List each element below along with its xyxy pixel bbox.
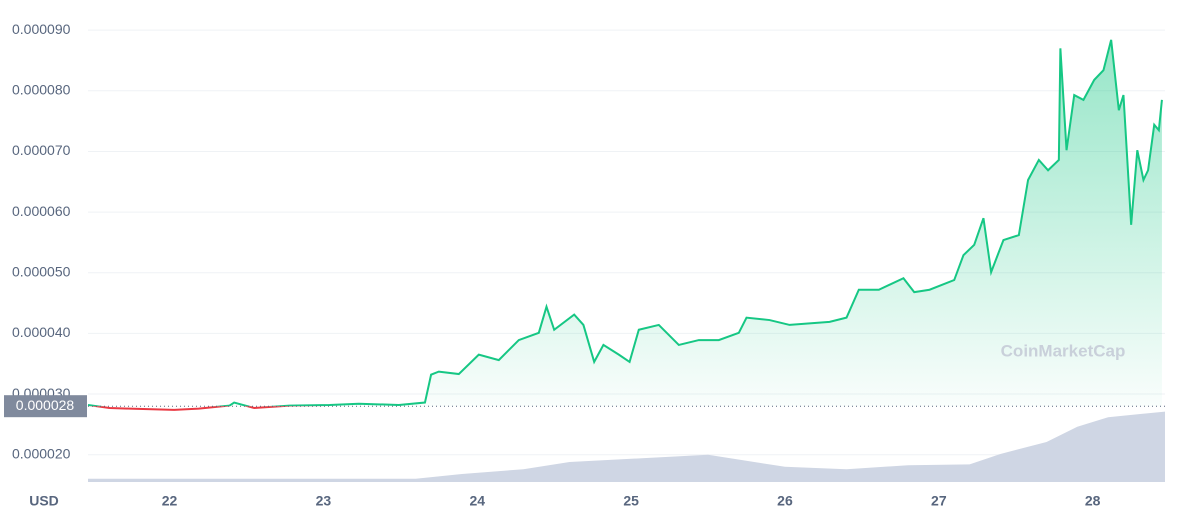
x-tick-label: 27	[931, 493, 947, 509]
x-tick-label: 26	[777, 493, 793, 509]
y-tick-label: 0.000060	[12, 203, 71, 219]
x-tick-label: 25	[623, 493, 639, 509]
x-tick-label: 22	[162, 493, 178, 509]
price-line	[87, 39, 1163, 407]
price-area	[88, 39, 1162, 407]
y-tick-label: 0.000050	[12, 263, 71, 279]
y-tick-label: 0.000040	[12, 324, 71, 340]
x-tick-label: 28	[1085, 493, 1101, 509]
x-tick-label: 24	[469, 493, 485, 509]
y-unit: USD	[29, 493, 59, 509]
y-tick-label: 0.000020	[12, 445, 71, 461]
watermark: CoinMarketCap	[1001, 341, 1126, 360]
baseline-label-bg	[4, 395, 87, 418]
y-tick-label: 0.000080	[12, 82, 71, 98]
baseline-label: 0.000028	[16, 397, 75, 413]
y-tick-label: 0.000090	[12, 21, 71, 37]
y-tick-label: 0.000070	[12, 142, 71, 158]
x-tick-label: 23	[316, 493, 332, 509]
volume-area	[88, 411, 1165, 482]
